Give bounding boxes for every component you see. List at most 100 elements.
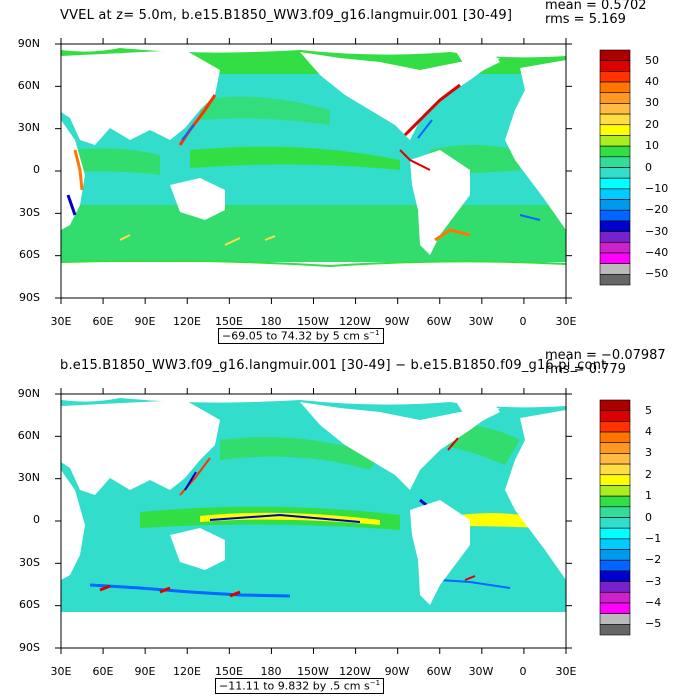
- stats-mean: mean = 0.5702: [545, 0, 647, 13]
- colorbar-label: −2: [645, 553, 662, 567]
- southern-streak: [89, 583, 291, 598]
- colorbar-swatch: [599, 49, 631, 61]
- colorbar-label: 30: [645, 96, 659, 110]
- lat-label: 30S: [19, 556, 40, 569]
- colorbar-swatch: [599, 81, 631, 94]
- lat-label: 90S: [19, 291, 40, 304]
- colorbar-label: 10: [645, 139, 659, 153]
- map-field: [60, 43, 567, 299]
- lon-label: 30E: [555, 665, 577, 678]
- colorbar-swatch: [599, 241, 631, 254]
- lon-label: 90E: [134, 665, 156, 678]
- lon-label: 150W: [297, 665, 329, 678]
- contour-range-text: −11.11 to 9.832 by .5 cm s: [219, 679, 370, 693]
- unit-exponent: −1: [369, 329, 380, 337]
- lon-label: 180: [260, 315, 282, 328]
- southern-ocean-band: [61, 205, 566, 265]
- north-america: [300, 402, 500, 490]
- lon-label: 150E: [215, 315, 243, 328]
- colorbar-label: 50: [645, 53, 659, 67]
- lon-label: 30W: [468, 665, 494, 678]
- lat-label: 60S: [19, 598, 40, 611]
- colorbar-swatch: [599, 538, 631, 550]
- colorbar-swatch: [599, 135, 631, 147]
- colorbar-swatch: [599, 156, 631, 168]
- equatorial-blue-streak: [209, 513, 361, 523]
- colorbar-swatch: [599, 113, 631, 126]
- lon-label: 120W: [339, 665, 371, 678]
- africa-east: [61, 470, 85, 580]
- map-svg: [55, 38, 631, 304]
- antarctica: [61, 612, 566, 648]
- colorbar-label: 5: [645, 403, 652, 417]
- lon-label: 90W: [384, 665, 410, 678]
- colorbar-label: −5: [645, 617, 662, 631]
- lat-label: 0: [33, 513, 40, 526]
- north-pacific-band: [200, 96, 330, 125]
- lat-label: 60S: [19, 248, 40, 261]
- colorbar-swatch: [599, 274, 631, 286]
- colorbar: [599, 399, 631, 636]
- colorbar-swatch: [599, 517, 631, 529]
- map-panel-vvel: VVEL at z= 5.0m, b.e15.B1850_WW3.f09_g16…: [17, 0, 669, 344]
- colorbar-label: 2: [645, 467, 652, 481]
- unit-exponent: −1: [369, 679, 381, 687]
- colorbar-swatch: [599, 421, 631, 433]
- colorbar-label: 20: [645, 117, 659, 131]
- lon-label: 0: [519, 665, 527, 678]
- colorbar-swatch: [599, 209, 631, 222]
- axis-ticks: [55, 388, 572, 654]
- lon-label: 0: [519, 315, 527, 328]
- arctic-land: [61, 44, 566, 58]
- arctic-land: [61, 394, 566, 408]
- south-america: [410, 150, 470, 255]
- colorbar-label: 4: [645, 425, 652, 439]
- lat-label: 30S: [19, 206, 40, 219]
- equatorial-yellow: [200, 512, 380, 525]
- lon-label: 30E: [50, 665, 72, 678]
- colorbar: [599, 49, 631, 286]
- lon-label: 120W: [339, 315, 371, 328]
- lon-label: 30E: [555, 315, 577, 328]
- colorbar-label: −40: [645, 245, 669, 259]
- lon-label: 150W: [297, 315, 329, 328]
- colorbar-swatch: [599, 410, 631, 422]
- colorbar-label: −3: [645, 574, 662, 588]
- colorbar-swatch: [599, 431, 631, 444]
- contour-range-box: −11.11 to 9.832 by .5 cm s−1: [215, 678, 385, 694]
- panel-title: VVEL at z= 5.0m, b.e15.B1850_WW3.f09_g16…: [60, 8, 513, 23]
- colorbar-label: 0: [645, 160, 652, 174]
- colorbar-swatch: [599, 199, 631, 211]
- lon-label: 60E: [92, 665, 114, 678]
- colorbar-swatch: [599, 442, 631, 454]
- colorbar-swatch: [599, 124, 631, 136]
- colorbar-swatch: [599, 60, 631, 72]
- contour-range-box: −69.05 to 74.32 by 5 cm s−1: [218, 328, 384, 344]
- lat-label: 60N: [17, 79, 40, 92]
- colorbar-swatch: [599, 263, 631, 275]
- colorbar-swatch: [599, 188, 631, 200]
- colorbar-swatch: [599, 485, 631, 497]
- colorbar-swatch: [599, 71, 631, 83]
- colorbar-swatch: [599, 549, 631, 561]
- asia: [61, 50, 220, 145]
- lat-label: 90N: [17, 387, 40, 400]
- colorbar-label: −30: [645, 224, 669, 238]
- colorbar-label: −20: [645, 203, 669, 217]
- colorbar-swatch: [599, 463, 631, 476]
- lon-label: 30W: [468, 315, 494, 328]
- europe-africa: [505, 410, 566, 580]
- lon-label: 120E: [173, 315, 201, 328]
- colorbar-label: 3: [645, 446, 652, 460]
- colorbar-label: 1: [645, 489, 652, 503]
- asia: [61, 400, 220, 495]
- colorbar-swatch: [599, 624, 631, 636]
- colorbar-swatch: [599, 602, 631, 614]
- colorbar-swatch: [599, 581, 631, 593]
- colorbar-swatch: [599, 570, 631, 582]
- colorbar-swatch: [599, 220, 631, 232]
- north-america: [300, 52, 500, 140]
- colorbar-swatch: [599, 231, 631, 243]
- panel-title: b.e15.B1850_WW3.f09_g16.langmuir.001 [30…: [60, 358, 607, 373]
- colorbar-label: −1: [645, 531, 662, 545]
